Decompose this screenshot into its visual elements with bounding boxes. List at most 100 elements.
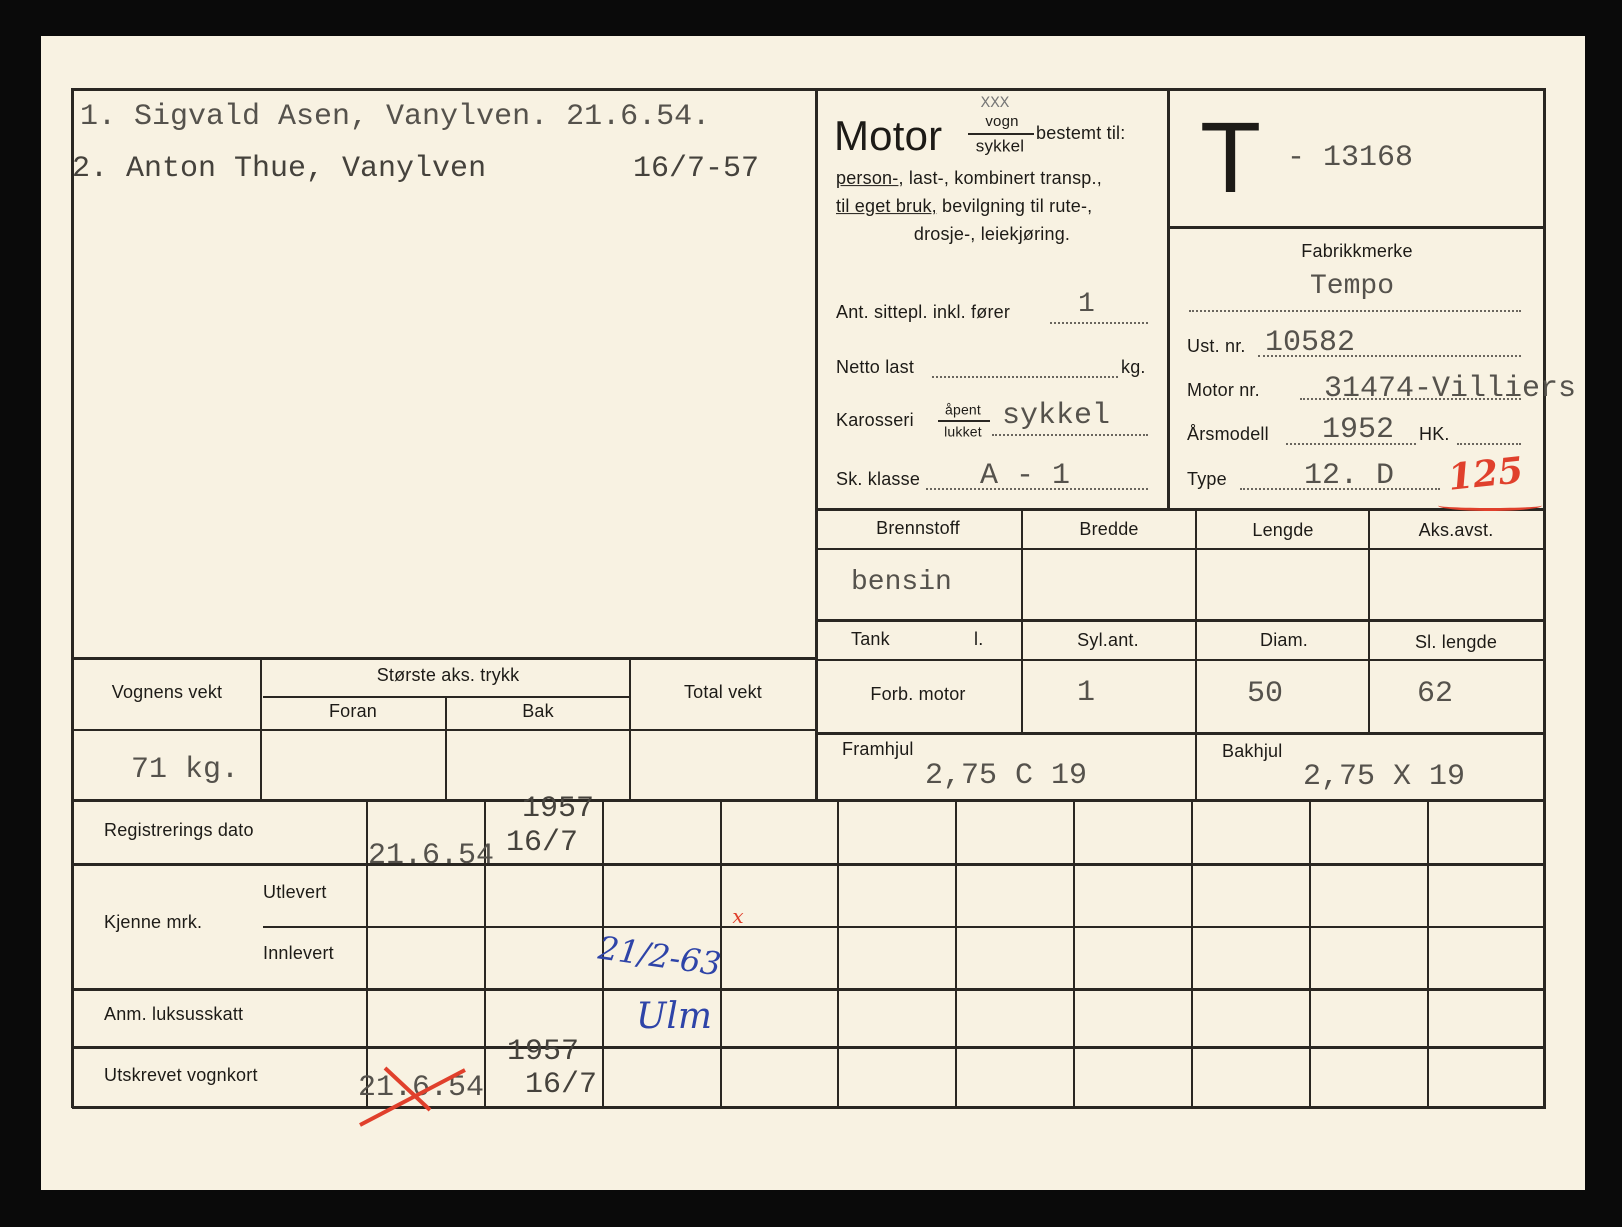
anm-label: Anm. luksusskatt — [104, 1004, 244, 1025]
motor-nr-label: Motor nr. — [1187, 380, 1260, 401]
purpose-line-3: drosje-, leiekjøring. — [913, 224, 1071, 245]
arsmodell-label: Årsmodell — [1187, 424, 1269, 445]
red-cross-out — [359, 1066, 466, 1127]
dotted-line — [932, 376, 1118, 378]
storste-label: Største aks. trykk — [376, 665, 520, 686]
foran-label: Foran — [328, 701, 378, 722]
dotted-line — [1300, 398, 1521, 400]
innlevert-label: Innlevert — [263, 943, 334, 964]
dotted-line — [1240, 488, 1440, 490]
bakhjul-label: Bakhjul — [1222, 741, 1283, 762]
purpose-rest: , last-, kombinert transp., — [898, 168, 1102, 189]
line — [484, 800, 486, 1106]
line — [1021, 509, 1023, 732]
tank-unit: l. — [974, 629, 984, 650]
vognens-vekt-value: 71 kg. — [131, 753, 240, 787]
line — [72, 729, 816, 731]
lukket-label: lukket — [944, 423, 982, 440]
line — [816, 732, 1545, 735]
line — [445, 697, 447, 799]
fabrikk-value: Tempo — [1309, 271, 1395, 302]
struck-text: XXX — [980, 94, 1010, 112]
line — [1427, 800, 1429, 1106]
owner-1: 1. Sigvald Asen, Vanylven. 21.6.54. — [80, 100, 711, 134]
framhjul-value: 2,75 C 19 — [925, 759, 1088, 793]
syl-ant-value: 1 — [1076, 676, 1096, 710]
reg-dato-label: Registrerings dato — [104, 820, 254, 841]
line — [816, 619, 1545, 622]
reg-letter: T — [1200, 102, 1262, 214]
line — [1368, 509, 1370, 732]
reg-number: - 13168 — [1287, 141, 1414, 175]
line — [72, 988, 1546, 991]
frame-top — [72, 88, 1546, 91]
purpose-person: person- — [836, 168, 899, 189]
signature: Ulm — [636, 996, 712, 1037]
line — [1073, 800, 1075, 1106]
sl-lengde-value: 62 — [1416, 677, 1454, 711]
line — [72, 657, 816, 660]
purpose-line-1: person-, last-, kombinert transp., — [836, 168, 1102, 189]
bakhjul-value: 2,75 X 19 — [1303, 760, 1466, 794]
owner-2: 2. Anton Thue, Vanylven — [72, 152, 487, 186]
utskr-date-1: 21.6.54 — [358, 1071, 485, 1105]
type-value: 12. D — [1304, 459, 1395, 493]
vognens-vekt-label: Vognens vekt — [111, 682, 223, 703]
seats-value: 1 — [1078, 289, 1095, 320]
netto-unit: kg. — [1121, 357, 1146, 378]
fabrikk-label: Fabrikkmerke — [1301, 241, 1413, 262]
red-annotation: 125 — [1446, 449, 1526, 499]
divider-reg — [1168, 226, 1545, 229]
line — [1309, 800, 1311, 1106]
bak-label: Bak — [522, 701, 554, 722]
line — [72, 863, 1546, 866]
purpose-line-2: til eget bruk, bevilgning til rute-, — [836, 196, 1093, 217]
red-underline — [1438, 500, 1542, 511]
netto-label: Netto last — [836, 357, 915, 378]
divider-motor — [815, 88, 818, 800]
purpose-rest: bevilgning til rute-, — [936, 196, 1093, 217]
line — [602, 800, 604, 1106]
kjenne-label: Kjenne mrk. — [104, 912, 203, 933]
dotted-line — [1457, 443, 1521, 445]
frame-right — [1543, 88, 1546, 1108]
hk-label: HK. — [1419, 424, 1450, 445]
line — [1195, 509, 1197, 801]
dotted-line — [1258, 355, 1521, 357]
motor-title: Motor — [834, 111, 943, 159]
header-syl-ant: Syl.ant. — [1077, 630, 1139, 651]
brennstoff-value: bensin — [851, 567, 952, 598]
forb-motor-label: Forb. motor — [870, 684, 966, 705]
frame-bottom — [72, 1106, 1546, 1109]
diam-value: 50 — [1246, 677, 1284, 711]
karosseri-value: sykkel — [1002, 399, 1111, 433]
sykkel-label: sykkel — [975, 136, 1025, 156]
arsmodell-value: 1952 — [1322, 413, 1395, 447]
ust-value: 10582 — [1265, 326, 1356, 360]
header-sl-lengde: Sl. lengde — [1414, 632, 1498, 653]
total-vekt-label: Total vekt — [683, 682, 763, 703]
apent-label: åpent — [944, 401, 982, 418]
line — [955, 800, 957, 1106]
utskr-date-2: 16/7 — [525, 1068, 598, 1102]
reg-date-1: 21.6.54 — [368, 839, 495, 873]
header-bredde: Bredde — [1079, 519, 1139, 540]
karosseri-label: Karosseri — [836, 410, 914, 431]
klasse-label: Sk. klasse — [836, 469, 921, 490]
bestemt-label: bestemt til: — [1036, 123, 1126, 144]
divider-tech — [816, 508, 1545, 511]
dotted-line — [1286, 443, 1416, 445]
tank-label: Tank — [851, 629, 890, 650]
line — [816, 548, 1545, 550]
dotted-line — [992, 434, 1148, 436]
line — [366, 800, 368, 1106]
type-label: Type — [1187, 469, 1227, 490]
utskrevet-label: Utskrevet vognkort — [104, 1065, 258, 1086]
owner-2-date: 16/7-57 — [633, 152, 760, 186]
line — [72, 1046, 1546, 1049]
seats-label: Ant. sittepl. inkl. fører — [836, 302, 1011, 323]
line — [720, 800, 722, 1106]
line — [837, 800, 839, 1106]
klasse-value: A - 1 — [980, 459, 1071, 493]
header-lengde: Lengde — [1252, 520, 1314, 541]
